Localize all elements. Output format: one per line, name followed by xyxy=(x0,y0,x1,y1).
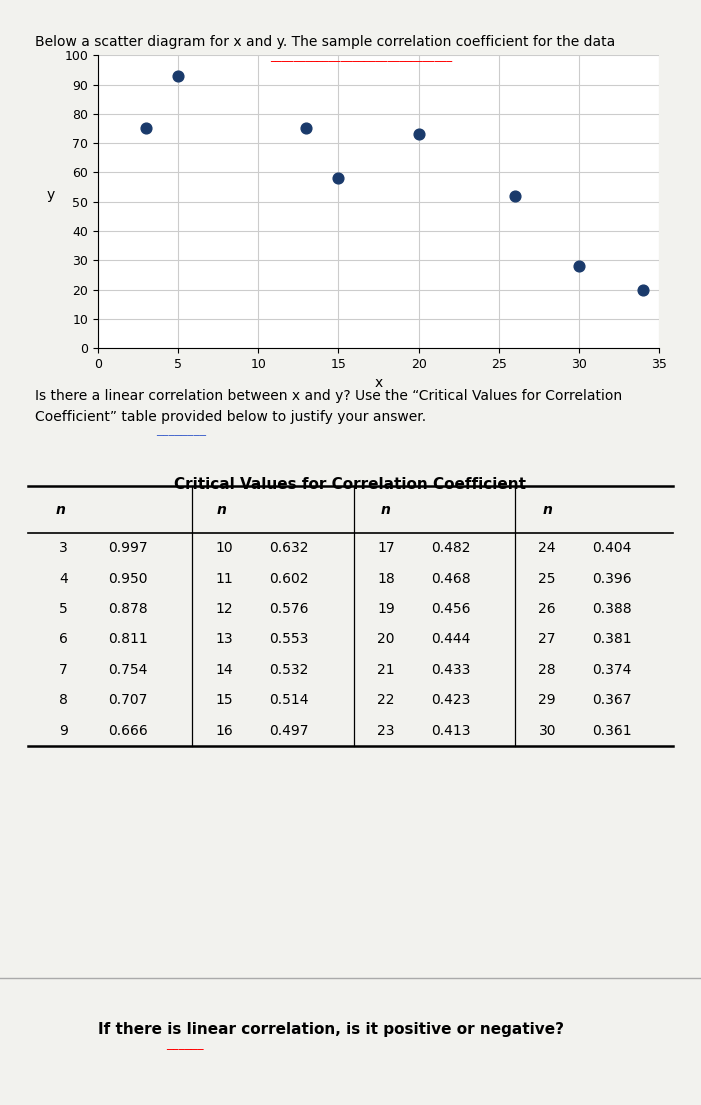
Text: 0.576: 0.576 xyxy=(269,602,309,615)
Text: 25: 25 xyxy=(538,571,556,586)
Text: 15: 15 xyxy=(216,693,233,707)
Text: 0.423: 0.423 xyxy=(431,693,470,707)
Text: 19: 19 xyxy=(377,602,395,615)
Text: 0.381: 0.381 xyxy=(592,632,632,646)
Text: 13: 13 xyxy=(216,632,233,646)
Text: 0.456: 0.456 xyxy=(430,602,470,615)
Text: If there is linear correlation, is it positive or negative?: If there is linear correlation, is it po… xyxy=(98,1022,564,1038)
Text: 0.444: 0.444 xyxy=(431,632,470,646)
Text: 0.553: 0.553 xyxy=(270,632,309,646)
Text: 5: 5 xyxy=(59,602,68,615)
Text: 6: 6 xyxy=(59,632,68,646)
Text: 18: 18 xyxy=(377,571,395,586)
Point xyxy=(413,126,424,144)
Text: 0.602: 0.602 xyxy=(269,571,309,586)
Text: 0.707: 0.707 xyxy=(109,693,148,707)
Text: 0.497: 0.497 xyxy=(269,724,309,738)
Text: 0.632: 0.632 xyxy=(269,541,309,555)
Text: 27: 27 xyxy=(538,632,556,646)
Text: 0.388: 0.388 xyxy=(592,602,632,615)
Text: 21: 21 xyxy=(377,663,395,677)
Text: 4: 4 xyxy=(59,571,68,586)
Text: 0.468: 0.468 xyxy=(430,571,470,586)
Text: 0.950: 0.950 xyxy=(108,571,148,586)
Point xyxy=(573,257,585,275)
Text: 20: 20 xyxy=(377,632,395,646)
Text: 9: 9 xyxy=(59,724,68,738)
Text: Is there a linear correlation between x and y? Use the “Critical Values for Corr: Is there a linear correlation between x … xyxy=(35,389,622,423)
Text: 16: 16 xyxy=(216,724,233,738)
Text: 11: 11 xyxy=(216,571,233,586)
Point xyxy=(637,281,648,298)
Text: 0.361: 0.361 xyxy=(592,724,632,738)
Text: n: n xyxy=(217,503,226,516)
Text: 17: 17 xyxy=(377,541,395,555)
Text: 14: 14 xyxy=(216,663,233,677)
Text: 0.997: 0.997 xyxy=(108,541,148,555)
Text: 0.433: 0.433 xyxy=(431,663,470,677)
Text: 0.514: 0.514 xyxy=(269,693,309,707)
Text: 0.811: 0.811 xyxy=(108,632,148,646)
Text: 0.878: 0.878 xyxy=(108,602,148,615)
Text: 29: 29 xyxy=(538,693,556,707)
Text: 0.666: 0.666 xyxy=(108,724,148,738)
Text: 0.396: 0.396 xyxy=(592,571,632,586)
Point xyxy=(509,187,520,204)
Point xyxy=(333,169,344,187)
Text: 0.413: 0.413 xyxy=(430,724,470,738)
Text: 28: 28 xyxy=(538,663,556,677)
Text: n: n xyxy=(381,503,391,516)
Text: ________: ________ xyxy=(156,423,206,436)
Text: 10: 10 xyxy=(216,541,233,555)
X-axis label: x: x xyxy=(374,377,383,390)
Point xyxy=(141,119,152,137)
Text: 30: 30 xyxy=(538,724,556,738)
Text: 0.482: 0.482 xyxy=(430,541,470,555)
Text: 22: 22 xyxy=(377,693,395,707)
Text: 0.404: 0.404 xyxy=(592,541,632,555)
Text: Below a scatter diagram for x and y. The sample correlation coefficient for the : Below a scatter diagram for x and y. The… xyxy=(35,35,615,50)
Text: _______________________________: _______________________________ xyxy=(270,49,452,62)
Text: 12: 12 xyxy=(216,602,233,615)
Text: 3: 3 xyxy=(59,541,68,555)
Text: 26: 26 xyxy=(538,602,556,615)
Text: 0.754: 0.754 xyxy=(109,663,148,677)
Text: 23: 23 xyxy=(377,724,395,738)
Text: 24: 24 xyxy=(538,541,556,555)
Point xyxy=(172,67,184,85)
Text: 0.367: 0.367 xyxy=(592,693,632,707)
Y-axis label: y: y xyxy=(46,188,55,201)
Point xyxy=(301,119,312,137)
Text: 0.374: 0.374 xyxy=(592,663,632,677)
Text: 8: 8 xyxy=(59,693,68,707)
Text: Critical Values for Correlation Coefficient: Critical Values for Correlation Coeffici… xyxy=(175,477,526,493)
Text: 0.532: 0.532 xyxy=(270,663,309,677)
Text: n: n xyxy=(55,503,65,516)
Text: 7: 7 xyxy=(59,663,68,677)
Text: ______: ______ xyxy=(166,1036,203,1050)
Text: n: n xyxy=(543,503,552,516)
